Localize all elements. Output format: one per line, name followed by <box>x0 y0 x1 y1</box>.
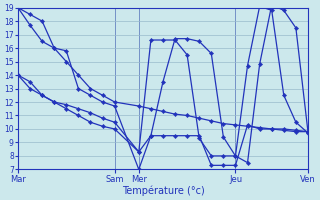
X-axis label: Température (°c): Température (°c) <box>122 185 204 196</box>
